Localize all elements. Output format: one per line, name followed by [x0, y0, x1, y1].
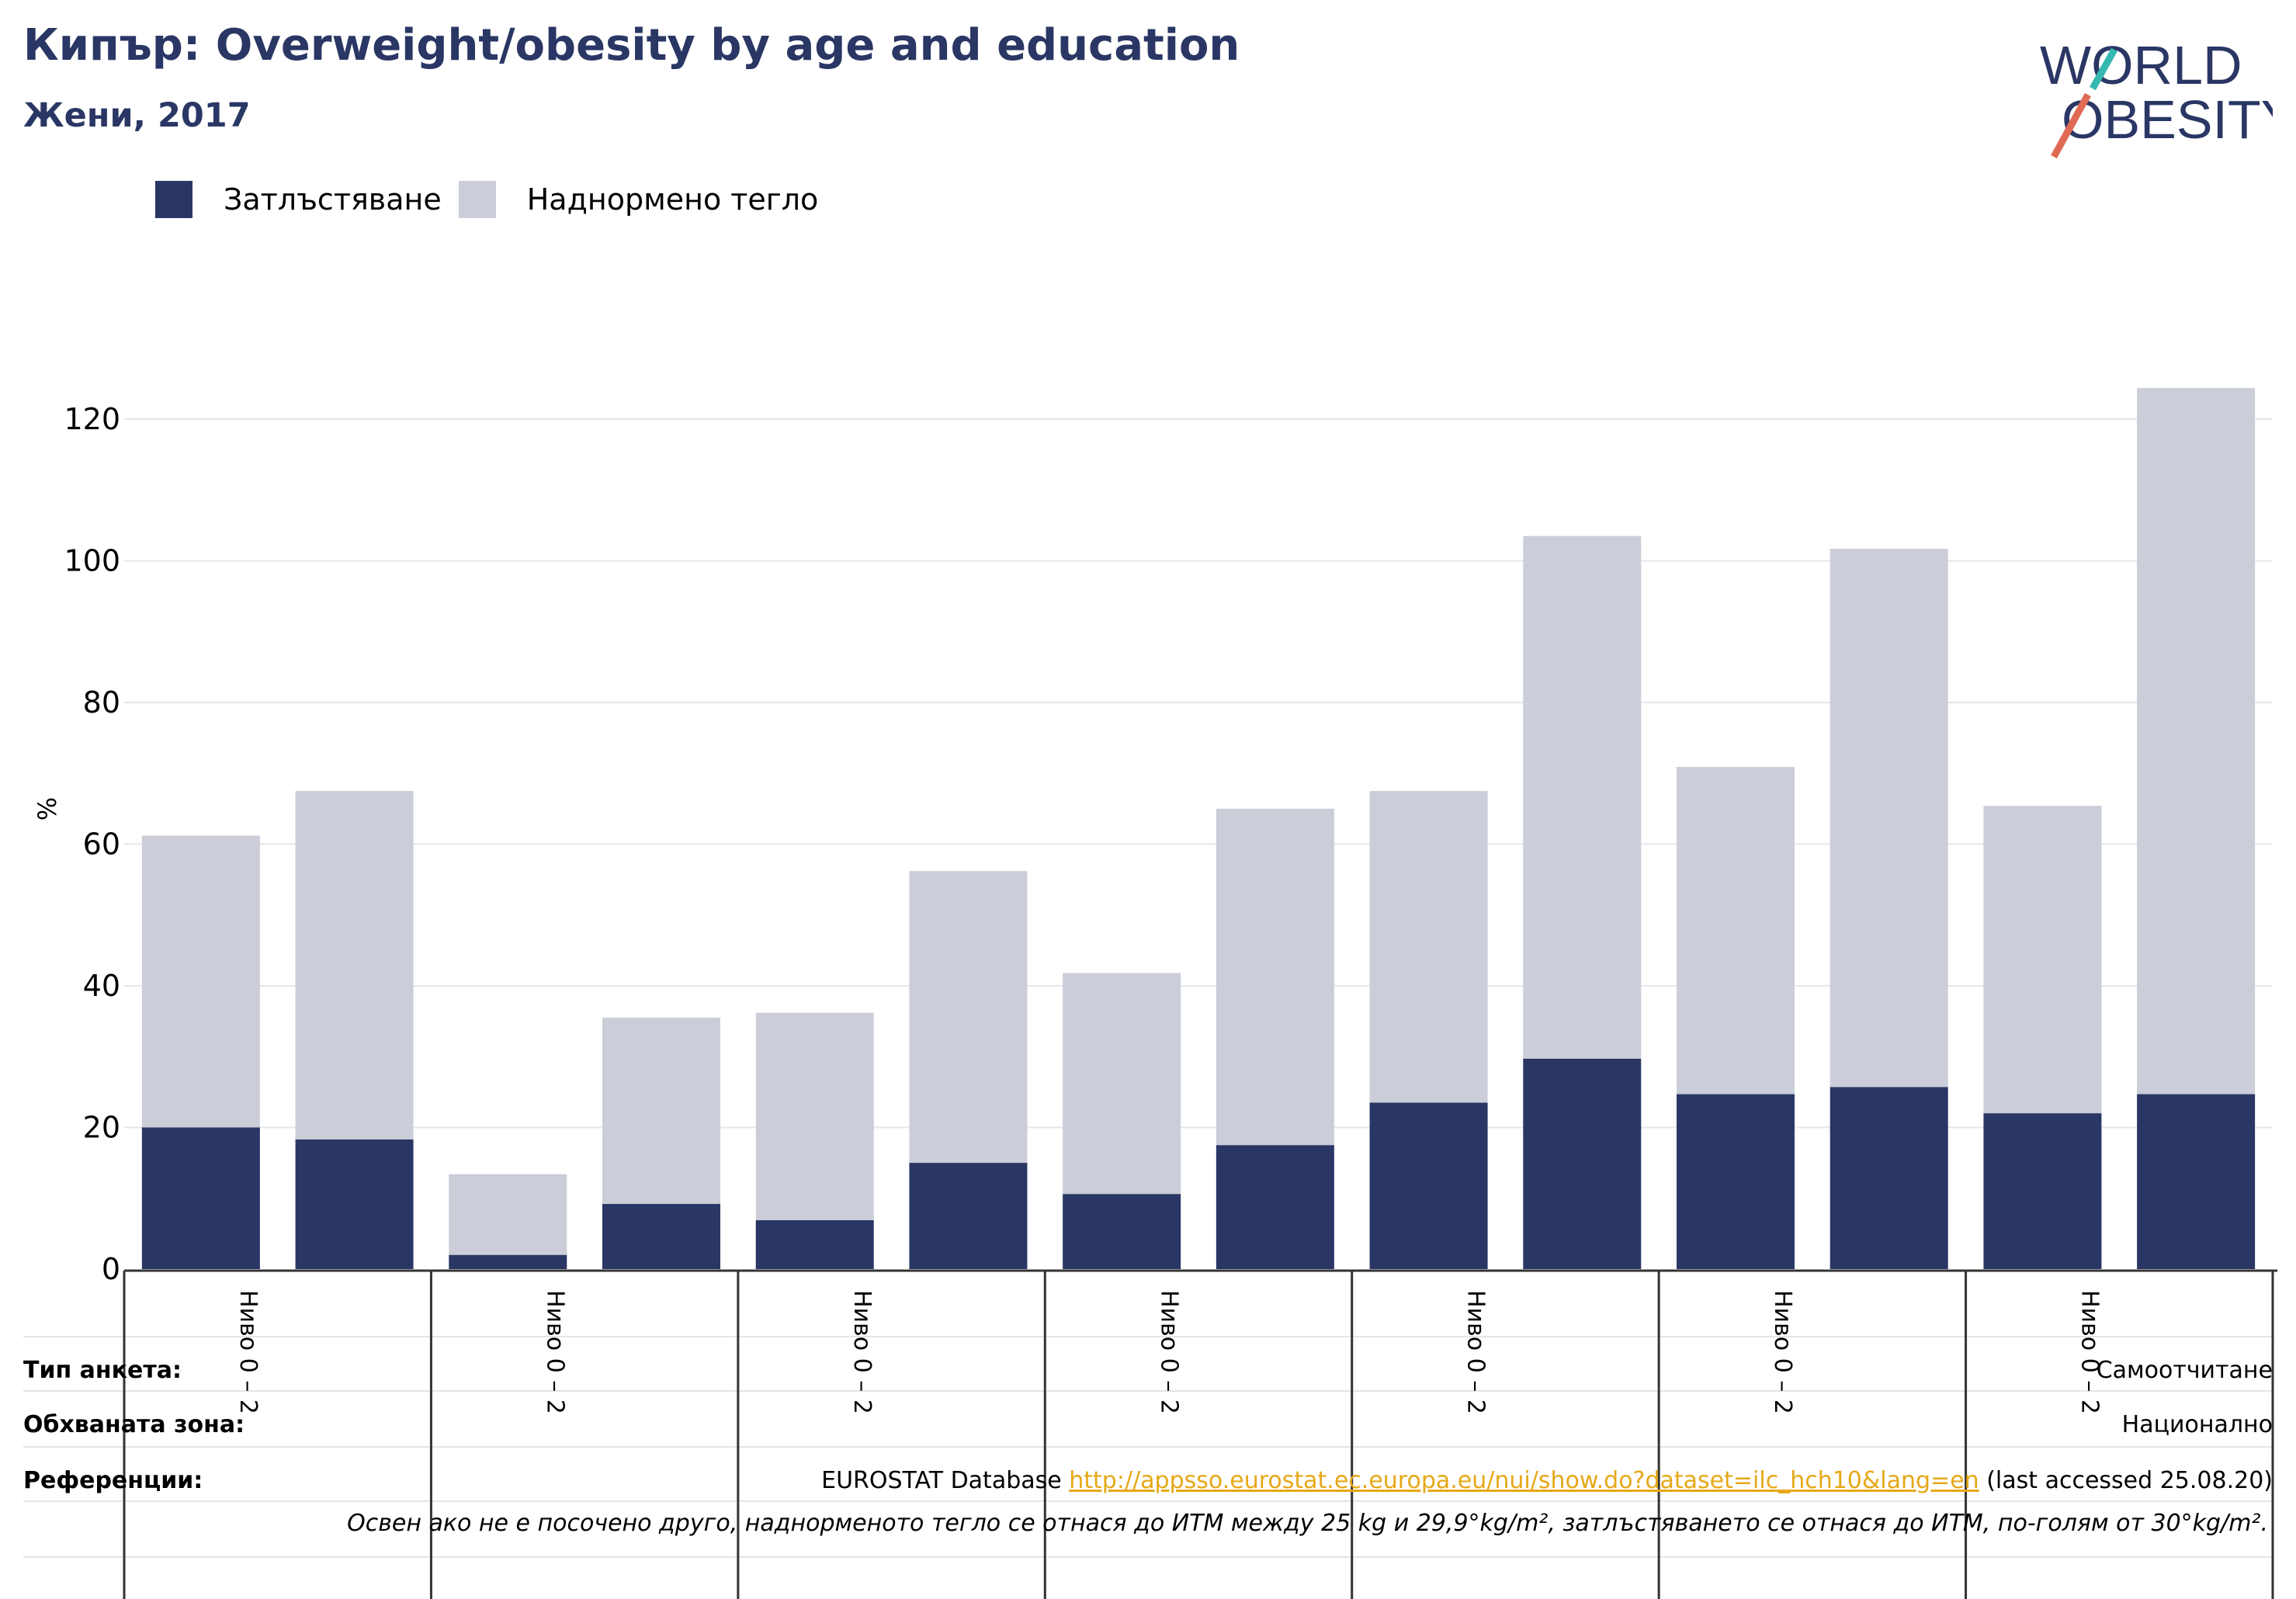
references-row: Референции: EUROSTAT Database http://app… [23, 1453, 2273, 1507]
y-tick-label: 120 [64, 402, 120, 436]
chart-legend: Затлъстяване Наднормено тегло [155, 180, 835, 219]
legend-item-overweight: Наднормено тегло [458, 181, 819, 218]
references-value: EUROSTAT Database http://appsso.eurostat… [821, 1467, 2273, 1494]
bar-obesity [1523, 1058, 1642, 1269]
bar-obesity [1983, 1113, 2102, 1269]
bar-overweight [1369, 791, 1488, 1103]
x-group-label: Ниво 0 – 2 [1462, 1290, 1490, 1414]
x-group-label: Ниво 0 – 2 [1155, 1290, 1182, 1414]
x-group-label: Ниво 0 – 2 [848, 1290, 876, 1414]
bar-overweight [1677, 767, 1795, 1094]
survey-type-value: Самоотчитане [2096, 1356, 2273, 1384]
legend-swatch-obesity [155, 181, 192, 218]
legend-item-obesity: Затлъстяване [155, 181, 442, 218]
bar-obesity [755, 1220, 874, 1269]
bar-obesity [1063, 1194, 1181, 1269]
legend-label-overweight: Наднормено тегло [526, 182, 819, 217]
bar-obesity [295, 1139, 414, 1269]
bar-obesity [1677, 1094, 1795, 1269]
y-tick-label: 20 [83, 1111, 120, 1145]
y-tick-label: 80 [83, 685, 120, 720]
references-prefix: EUROSTAT Database [821, 1466, 1062, 1494]
bar-overweight [2137, 387, 2256, 1094]
legend-label-obesity: Затлъстяване [224, 182, 442, 217]
references-link[interactable]: http://appsso.eurostat.ec.europa.eu/nui/… [1069, 1466, 1979, 1494]
bar-overweight [755, 1012, 874, 1221]
x-group-label: Ниво 0 – 2 [2076, 1290, 2104, 1414]
chart-title: Кипър: Overweight/obesity by age and edu… [23, 20, 1240, 71]
coverage-value: Национално [2121, 1410, 2273, 1438]
bar-overweight [141, 835, 260, 1128]
coverage-label: Обхваната зона: [23, 1410, 245, 1438]
y-tick-label: 60 [83, 827, 120, 862]
bar-overweight [909, 871, 1028, 1164]
bar-overweight [1216, 808, 1334, 1146]
y-tick-label: 40 [83, 969, 120, 1003]
bar-obesity [1830, 1087, 1948, 1269]
y-axis-label: % [33, 797, 62, 820]
bar-overweight [449, 1174, 567, 1255]
references-label: Референции: [23, 1466, 203, 1494]
bar-overweight [1830, 548, 1948, 1087]
logo-line2: OBESITY [2062, 89, 2273, 150]
chart-subtitle: Жени, 2017 [23, 96, 251, 135]
bar-obesity [449, 1254, 567, 1269]
survey-type-label: Тип анкета: [23, 1356, 182, 1384]
bar-overweight [1063, 973, 1181, 1195]
bar-obesity [2137, 1094, 2256, 1269]
definition-note: Освен ако не е посочено друго, наднормен… [347, 1510, 2268, 1537]
logo-slash-red [2051, 92, 2091, 159]
y-tick-label: 0 [102, 1252, 120, 1286]
bar-overweight [602, 1018, 720, 1205]
world-obesity-logo: WORLD OBESITY [2040, 35, 2273, 159]
bar-obesity [909, 1163, 1028, 1269]
bar-overweight [1523, 536, 1642, 1059]
bar-obesity [1369, 1102, 1488, 1269]
bar-obesity [141, 1127, 260, 1269]
bar-overweight [1983, 806, 2102, 1114]
bar-overweight [295, 791, 414, 1140]
y-tick-label: 100 [64, 544, 120, 578]
legend-swatch-overweight [458, 181, 496, 218]
x-group-label: Ниво 0 – 2 [1769, 1290, 1796, 1414]
coverage-row: Обхваната зона: Национално [23, 1397, 2273, 1452]
x-group-label: Ниво 0 – 2 [541, 1290, 568, 1414]
logo-line1: WORLD [2040, 35, 2242, 95]
bar-obesity [1216, 1145, 1334, 1269]
survey-type-row: Тип анкета: Самоотчитане [23, 1343, 2273, 1397]
bar-obesity [602, 1204, 720, 1269]
logo-slash-teal [2090, 47, 2117, 91]
references-suffix: (last accessed 25.08.20) [1986, 1466, 2273, 1494]
x-group-label: Ниво 0 – 2 [234, 1290, 262, 1414]
